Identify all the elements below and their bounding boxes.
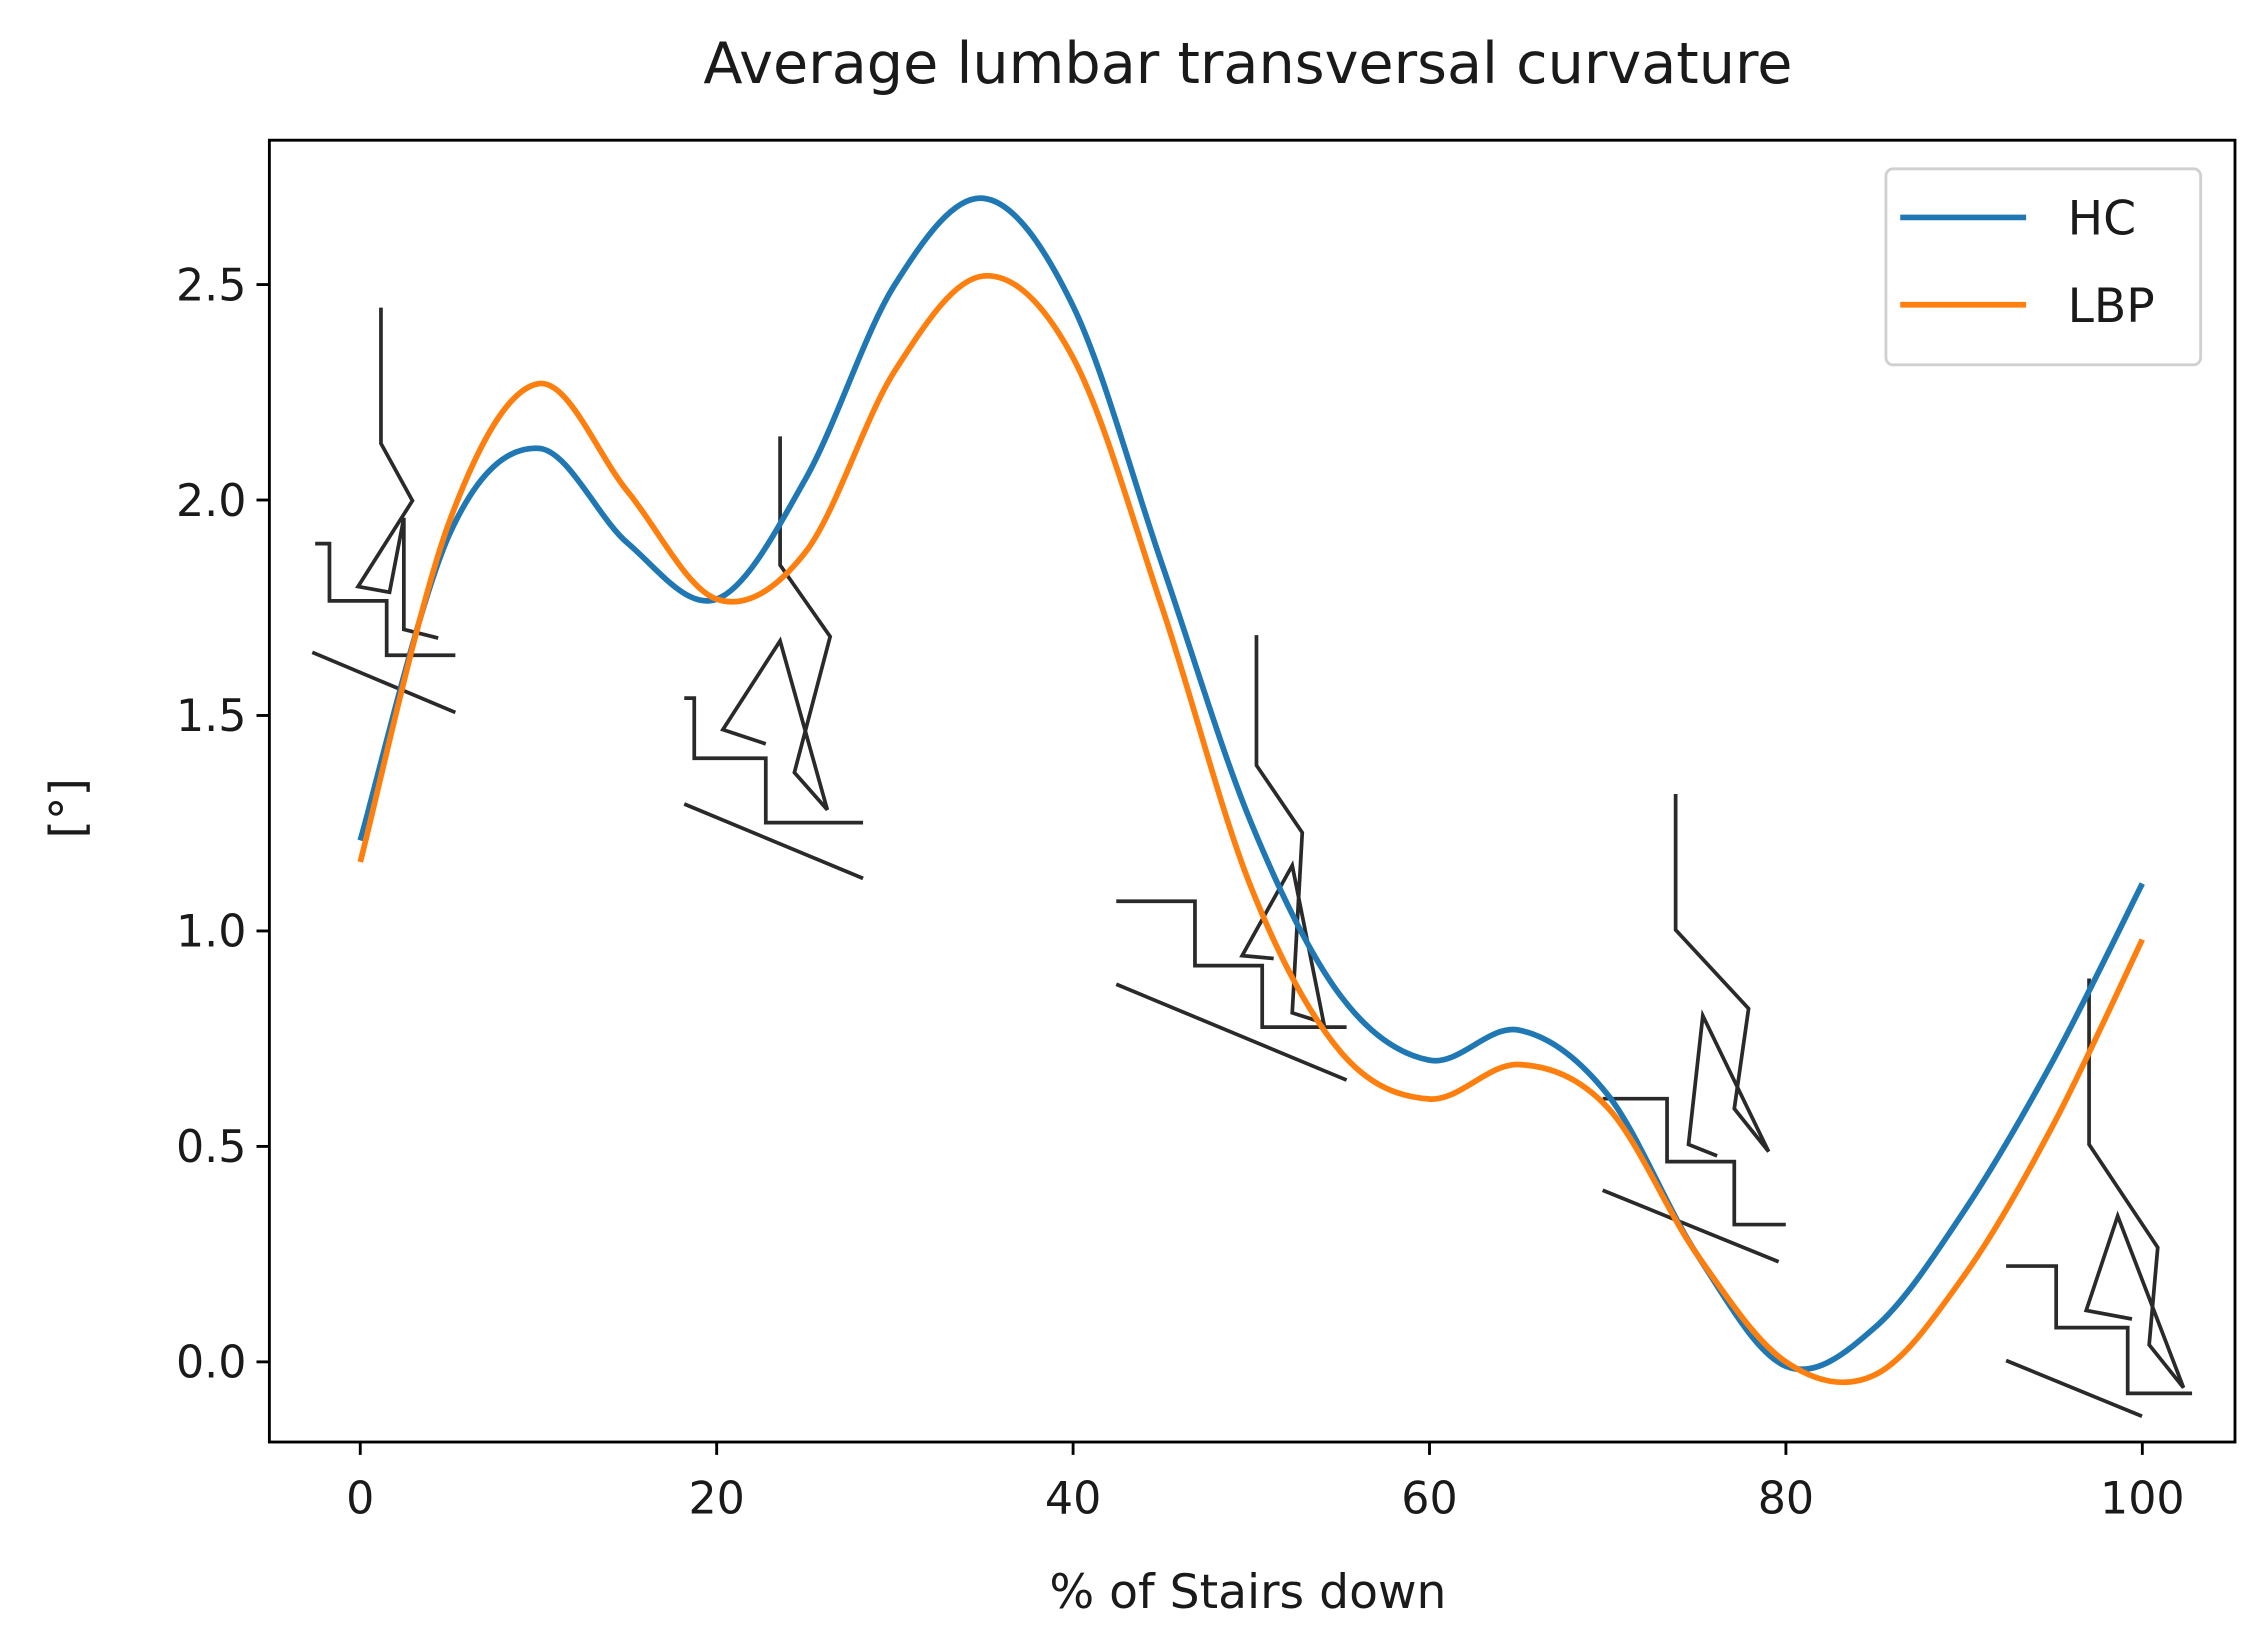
stairs: [2006, 1264, 2193, 1396]
series-line: [357, 195, 2145, 1373]
walker: [355, 307, 439, 640]
legend-label: HC: [2068, 192, 2136, 247]
x-tick-label: 80: [1758, 1474, 1814, 1525]
y-tick-label: 0.0: [176, 1338, 247, 1389]
x-tick-label: 60: [1401, 1474, 1457, 1525]
slope: [683, 802, 864, 881]
y-tick-label: 2.0: [176, 476, 247, 527]
walker: [1673, 793, 1771, 1158]
legend-label: LBP: [2068, 279, 2155, 334]
stairs: [315, 541, 456, 658]
x-tick-label: 100: [2100, 1474, 2185, 1525]
x-tick-label: 40: [1045, 1474, 1101, 1525]
y-axis-label: [°]: [40, 778, 95, 838]
walker: [1239, 635, 1327, 1026]
walker: [2083, 978, 2186, 1389]
y-tick-label: 2.5: [176, 260, 247, 311]
slope: [2005, 1358, 2143, 1418]
y-tick-label: 1.0: [176, 907, 247, 958]
series-line: [357, 273, 2145, 1386]
stairs: [684, 696, 864, 825]
y-tick-label: 0.5: [176, 1122, 247, 1173]
x-axis-label: % of Stairs down: [1049, 1565, 1446, 1620]
legend: [1884, 167, 2203, 367]
y-tick-label: 1.5: [176, 691, 247, 742]
x-tick-label: 20: [688, 1474, 744, 1525]
x-tick-label: 0: [346, 1474, 374, 1525]
stairs: [1602, 1096, 1786, 1227]
chart-title: Average lumbar transversal curvature: [703, 31, 1792, 97]
slope: [1115, 982, 1348, 1082]
slope: [311, 650, 457, 715]
plot-frame: [267, 138, 2237, 1444]
slope: [1601, 1188, 1780, 1264]
stair-figures: [311, 307, 2193, 1418]
walker: [720, 436, 833, 811]
stairs: [1116, 899, 1347, 1030]
